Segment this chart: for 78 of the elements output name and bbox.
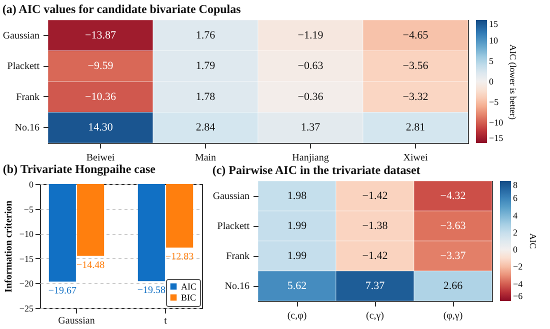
y-tick-label: Plackett xyxy=(217,221,250,232)
data-label: 2.84 xyxy=(196,122,216,134)
data-label: −1.38 xyxy=(362,220,388,232)
data-label: −19.58 xyxy=(137,285,166,296)
data-label: −3.56 xyxy=(402,60,429,72)
legend-label: BIC xyxy=(181,292,196,302)
x-tick-label: Gaussian xyxy=(58,316,95,326)
x-tick-label: (φ,γ) xyxy=(443,310,463,322)
data-label: −4.65 xyxy=(402,29,429,42)
color-bar-label: −4 xyxy=(513,278,524,289)
color-bar-label: 0 xyxy=(489,76,494,86)
data-label: 14.30 xyxy=(88,122,114,134)
data-label: 1.37 xyxy=(300,122,321,134)
color-bar-label: 6 xyxy=(513,193,518,204)
y-tick-label: −20 xyxy=(19,278,34,289)
data-label: −14.48 xyxy=(76,260,105,271)
data-label: −13.87 xyxy=(85,29,116,42)
data-label: 7.37 xyxy=(365,280,386,292)
color-bar-label: −2 xyxy=(513,262,523,272)
data-label: −9.59 xyxy=(88,60,114,72)
y-tick-label: Gaussian xyxy=(212,191,250,202)
color-bar-label: −10 xyxy=(489,118,504,128)
x-tick-label: t xyxy=(164,316,168,326)
data-label: −1.42 xyxy=(362,250,388,262)
y-tick-label: Frank xyxy=(226,251,250,262)
y-axis-title: Information criterion xyxy=(3,200,14,292)
color-bar-label: 0 xyxy=(513,244,518,255)
color-bar-label: 5 xyxy=(489,56,494,66)
color-bar-title: AIC xyxy=(528,233,538,249)
chart-title: (c) Pairwise AIC in the trivariate dataset xyxy=(212,162,420,177)
data-label: −4.32 xyxy=(440,190,466,202)
x-tick-label: (c,γ) xyxy=(366,310,384,322)
y-tick-label: 0 xyxy=(29,180,34,190)
y-tick-label: Plackett xyxy=(7,61,40,72)
data-label: −1.42 xyxy=(362,190,388,202)
data-label: −0.36 xyxy=(298,90,324,103)
x-tick-label: Hanjiang xyxy=(292,152,329,164)
data-label: 1.99 xyxy=(287,220,308,232)
data-label: 2.81 xyxy=(406,122,426,134)
data-label: −19.67 xyxy=(48,286,76,297)
data-label: 1.99 xyxy=(287,250,308,262)
data-label: 5.62 xyxy=(287,280,307,292)
color-bar-title: AIC (lower is better) xyxy=(508,44,518,120)
data-label: 1.78 xyxy=(196,90,216,103)
color-bar-label: 15 xyxy=(489,19,498,29)
data-label: −1.19 xyxy=(298,29,324,42)
data-label: 1.79 xyxy=(196,60,216,72)
y-tick-label: −10 xyxy=(19,229,34,240)
chart-title: (b) Trivariate Hongpaihe case xyxy=(2,162,156,176)
data-label: −10.36 xyxy=(85,90,116,103)
y-tick-label: Frank xyxy=(16,92,40,103)
legend-label: AIC xyxy=(181,282,196,292)
y-tick-label: No.16 xyxy=(14,122,40,134)
data-label: 1.76 xyxy=(196,29,216,42)
color-bar-label: 2 xyxy=(513,227,518,238)
x-tick-label: Main xyxy=(194,152,216,164)
x-tick-label: Beiwei xyxy=(86,152,115,164)
color-bar-label: 4 xyxy=(513,210,518,220)
y-tick-label: −25 xyxy=(19,304,34,314)
color-bar-label: −15 xyxy=(489,133,504,143)
data-label: −3.63 xyxy=(440,220,466,232)
y-tick-label: No.16 xyxy=(224,281,250,292)
x-tick-label: (c,φ) xyxy=(287,310,307,322)
color-bar-label: −6 xyxy=(513,291,524,301)
data-label: −3.37 xyxy=(440,250,466,262)
data-label: −3.32 xyxy=(402,90,428,103)
data-label: −0.63 xyxy=(298,60,324,72)
color-bar-label: 10 xyxy=(489,36,498,46)
chart-title: (a) AIC values for candidate bivariate Copulas xyxy=(2,2,242,16)
x-tick-label: Xiwei xyxy=(403,152,428,164)
data-label: 1.98 xyxy=(287,190,308,202)
y-tick-label: Gaussian xyxy=(2,30,40,42)
data-label: 2.66 xyxy=(443,280,464,292)
y-tick-label: −15 xyxy=(19,254,34,264)
color-bar-label: −5 xyxy=(489,97,500,107)
color-bar-label: 8 xyxy=(513,180,518,190)
data-label: −12.83 xyxy=(166,252,194,263)
y-tick-label: −5 xyxy=(24,204,34,214)
